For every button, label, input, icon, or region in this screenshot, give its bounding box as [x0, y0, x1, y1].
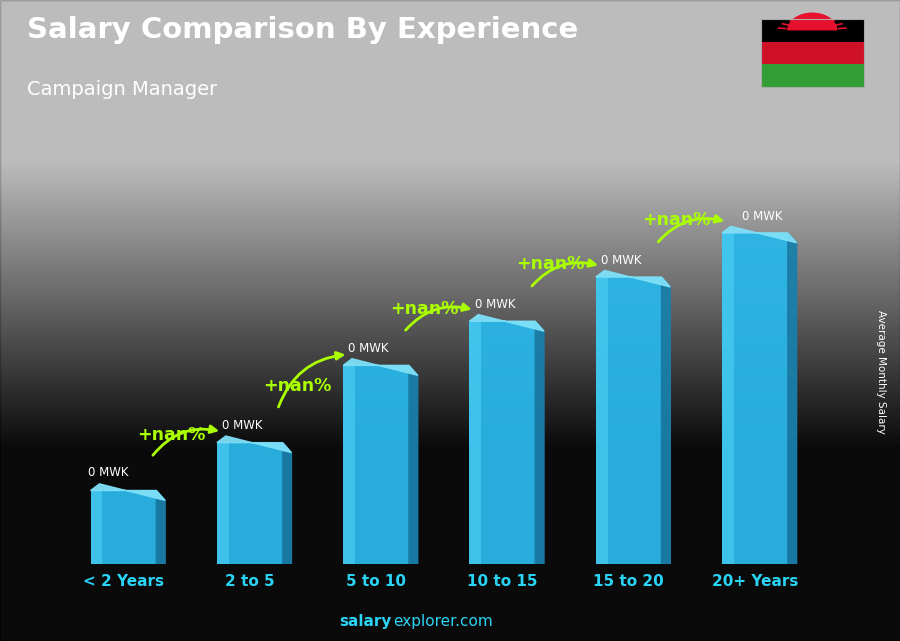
Polygon shape	[470, 315, 544, 331]
Bar	[722, 233, 788, 564]
Text: +nan%: +nan%	[390, 299, 458, 317]
Text: Average Monthly Salary: Average Monthly Salary	[877, 310, 886, 434]
Polygon shape	[91, 484, 165, 501]
Text: 0 MWK: 0 MWK	[742, 210, 783, 222]
Polygon shape	[788, 233, 796, 564]
Bar	[91, 490, 103, 564]
Text: explorer.com: explorer.com	[393, 615, 493, 629]
Polygon shape	[409, 365, 418, 564]
Bar	[470, 321, 536, 564]
Text: +nan%: +nan%	[264, 377, 332, 395]
Polygon shape	[217, 436, 292, 453]
Bar	[217, 443, 283, 564]
Polygon shape	[536, 321, 544, 564]
Bar	[343, 365, 355, 564]
Bar	[91, 490, 157, 564]
Polygon shape	[343, 359, 418, 376]
Text: salary: salary	[339, 615, 392, 629]
Polygon shape	[722, 226, 796, 243]
Bar	[217, 443, 229, 564]
Polygon shape	[596, 271, 670, 287]
Text: 0 MWK: 0 MWK	[222, 419, 263, 432]
Text: +nan%: +nan%	[138, 426, 205, 444]
Text: 0 MWK: 0 MWK	[348, 342, 389, 355]
Text: Salary Comparison By Experience: Salary Comparison By Experience	[27, 16, 578, 44]
Text: 0 MWK: 0 MWK	[474, 298, 515, 311]
Polygon shape	[283, 443, 292, 564]
Bar	[722, 233, 734, 564]
Polygon shape	[157, 490, 165, 564]
Bar	[343, 365, 409, 564]
Bar	[470, 321, 482, 564]
Bar	[596, 277, 662, 564]
Text: 0 MWK: 0 MWK	[601, 254, 642, 267]
Text: 0 MWK: 0 MWK	[88, 467, 129, 479]
Bar	[596, 277, 608, 564]
Text: Campaign Manager: Campaign Manager	[27, 80, 217, 99]
Polygon shape	[662, 277, 670, 564]
Text: +nan%: +nan%	[516, 255, 584, 273]
Text: +nan%: +nan%	[643, 212, 711, 229]
